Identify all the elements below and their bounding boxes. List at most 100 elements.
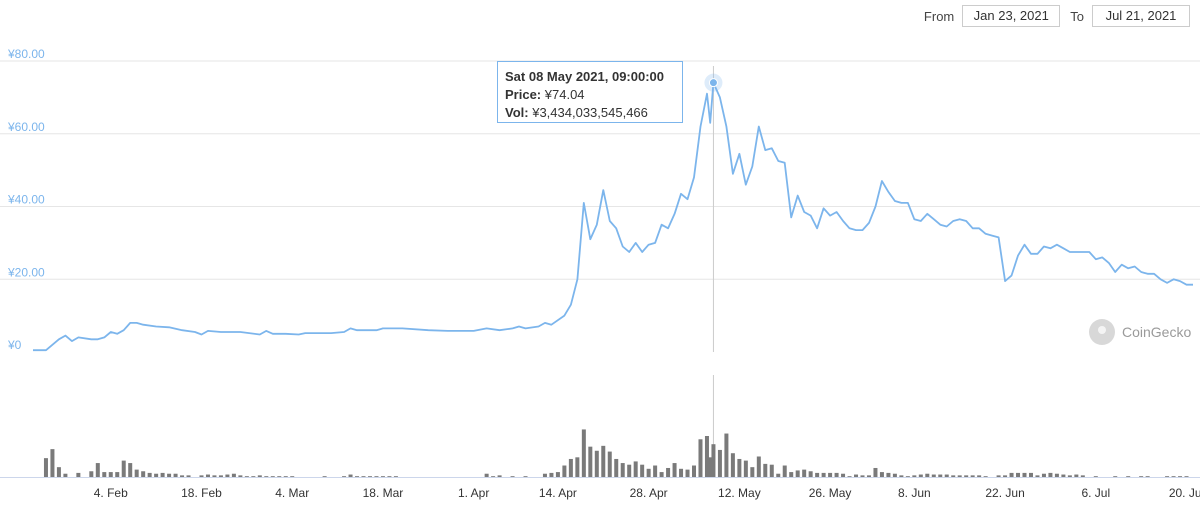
volume-bar	[186, 475, 191, 477]
volume-bar	[244, 476, 249, 477]
volume-bar	[367, 476, 372, 477]
volume-bar	[1113, 476, 1118, 477]
volume-bar	[815, 472, 820, 477]
volume-bar	[568, 458, 573, 477]
volume-bar	[873, 467, 878, 477]
volume-bar	[575, 457, 580, 477]
volume-bar	[679, 468, 684, 477]
volume-bar	[134, 469, 139, 477]
volume-bar	[355, 476, 360, 477]
volume-bar	[834, 472, 839, 477]
volume-bar	[672, 463, 677, 477]
volume-bar	[951, 475, 956, 477]
to-date-input[interactable]: Jul 21, 2021	[1092, 5, 1190, 27]
x-tick-label: 4. Mar	[275, 486, 309, 500]
y-tick-label: ¥40.00	[7, 193, 45, 207]
volume-bar	[808, 471, 813, 477]
coingecko-logo: CoinGecko	[1089, 319, 1191, 345]
volume-bar	[251, 476, 256, 477]
y-tick-label: ¥60.00	[7, 120, 45, 134]
volume-bar	[484, 473, 489, 477]
volume-bar	[173, 473, 178, 477]
volume-bar	[821, 472, 826, 477]
volume-bar	[1028, 472, 1033, 477]
volume-bar	[633, 461, 638, 477]
volume-bar	[717, 449, 722, 477]
volume-bar	[892, 473, 897, 477]
volume-bar	[1003, 475, 1008, 477]
volume-bar	[102, 472, 107, 477]
volume-bar	[361, 476, 366, 477]
volume-bar	[996, 475, 1001, 477]
volume-bar	[828, 472, 833, 477]
volume-bar	[879, 472, 884, 477]
volume-bar	[607, 451, 612, 477]
volume-bar	[115, 472, 120, 477]
x-tick-label: 4. Feb	[94, 486, 128, 500]
volume-bar	[925, 473, 930, 477]
volume-bar	[886, 472, 891, 477]
highlight-point	[708, 78, 718, 88]
volume-bar	[270, 476, 275, 477]
volume-bar	[782, 465, 787, 477]
volume-bar	[128, 463, 133, 477]
volume-bar	[1145, 476, 1150, 477]
volume-bar	[763, 463, 768, 477]
x-tick-label: 1. Apr	[458, 486, 489, 500]
y-tick-label: ¥20.00	[7, 265, 45, 279]
volume-bar	[620, 463, 625, 477]
x-tick-label: 18. Mar	[363, 486, 404, 500]
volume-bar	[257, 475, 262, 477]
volume-bar	[160, 472, 165, 477]
volume-bar	[666, 467, 671, 477]
volume-bar	[56, 467, 61, 477]
volume-bar	[685, 469, 690, 477]
volume-bar	[322, 476, 327, 477]
volume-bar	[627, 464, 632, 477]
volume-bar	[659, 472, 664, 477]
volume-bar	[1016, 472, 1021, 477]
volume-bar	[264, 476, 269, 477]
volume-bar	[1165, 476, 1170, 477]
x-tick-label: 22. Jun	[985, 486, 1024, 500]
volume-bar	[594, 450, 599, 477]
volume-bar	[970, 475, 975, 477]
x-tick-label: 18. Feb	[181, 486, 222, 500]
volume-bar	[692, 465, 697, 477]
volume-bar	[905, 476, 910, 477]
volume-bar	[1054, 473, 1059, 477]
volume-bar	[983, 476, 988, 477]
volume-bar	[601, 445, 606, 477]
x-tick-label: 8. Jun	[898, 486, 931, 500]
volume-bar	[912, 475, 917, 477]
from-label: From	[923, 8, 955, 24]
volume-bar	[1171, 476, 1176, 477]
volume-bar	[374, 476, 379, 477]
volume-bar	[180, 475, 185, 477]
from-date-input[interactable]: Jan 23, 2021	[962, 5, 1061, 27]
volume-bar	[899, 475, 904, 477]
date-range-selector: From Jan 23, 2021 To Jul 21, 2021	[924, 5, 1190, 27]
volume-bar	[1048, 472, 1053, 477]
volume-bar	[277, 476, 282, 477]
volume-bar	[231, 473, 236, 477]
price-line	[33, 81, 1193, 352]
volume-bar	[549, 472, 554, 477]
volume-bar	[866, 475, 871, 477]
volume-bar	[218, 475, 223, 477]
volume-bar	[238, 475, 243, 477]
volume-bar	[290, 476, 295, 477]
volume-bar	[698, 439, 703, 477]
volume-bar	[776, 473, 781, 477]
x-tick-label: 28. Apr	[630, 486, 668, 500]
x-tick-label: 6. Jul	[1081, 486, 1110, 500]
tooltip-date: Sat 08 May 2021, 09:00:00	[505, 69, 664, 84]
volume-bar	[225, 474, 230, 477]
y-tick-label: ¥0	[7, 338, 22, 352]
volume-bar	[841, 473, 846, 477]
volume-bar	[212, 475, 217, 477]
volume-bar	[63, 473, 68, 477]
volume-bar	[1080, 475, 1085, 477]
x-tick-label: 20. Jul	[1169, 486, 1200, 500]
volume-bar	[89, 471, 94, 477]
